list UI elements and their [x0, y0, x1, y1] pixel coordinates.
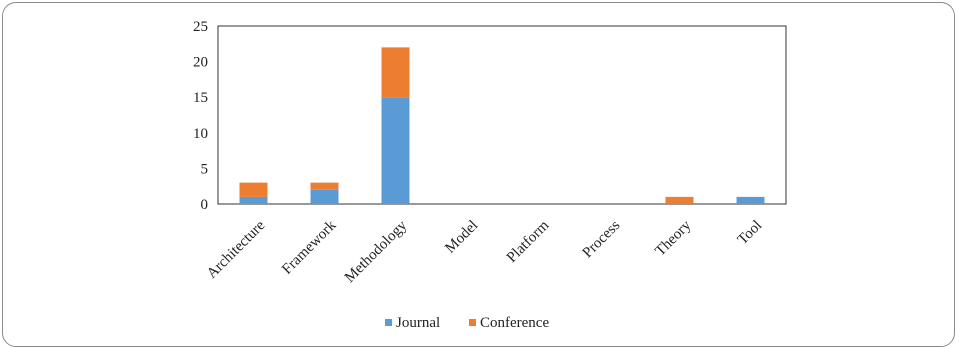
y-tick-label: 25 — [193, 19, 208, 35]
stacked-bar-chart: 0 5 10 15 20 25 Architecture Framework Methodol… — [193, 19, 787, 331]
x-tick-label: Model — [442, 218, 481, 257]
y-tick-label: 20 — [193, 55, 208, 71]
legend-swatch-journal — [385, 319, 392, 326]
bar-conference-methodology — [381, 47, 410, 98]
plot-area-border — [217, 25, 787, 205]
legend-swatch-conference — [469, 319, 476, 326]
legend-label-conference: Conference — [480, 315, 549, 331]
bar-journal-methodology — [381, 97, 410, 204]
x-axis-labels: Architecture Framework Methodology Model Pla… — [204, 217, 765, 286]
y-tick-label: 0 — [201, 197, 209, 213]
x-tick-label: Platform — [504, 217, 553, 266]
x-tick-label: Methodology — [342, 217, 411, 286]
x-tick-label: Framework — [279, 217, 340, 278]
y-axis-ticks: 0 5 10 15 20 25 — [193, 19, 208, 213]
bar-journal-tool — [736, 196, 765, 204]
bar-conference-theory — [665, 196, 694, 204]
bar-conference-architecture — [239, 182, 268, 197]
bar-conference-framework — [310, 182, 339, 190]
legend: Journal Conference — [385, 315, 549, 331]
bar-journal-architecture — [239, 196, 268, 204]
x-tick-label: Process — [580, 217, 624, 261]
x-tick-label: Architecture — [204, 217, 269, 282]
y-tick-label: 5 — [201, 161, 209, 177]
bars — [239, 47, 765, 204]
legend-label-journal: Journal — [396, 315, 440, 331]
y-tick-label: 10 — [193, 126, 208, 142]
y-tick-label: 15 — [193, 90, 208, 106]
x-tick-label: Theory — [652, 217, 694, 259]
bar-journal-framework — [310, 189, 339, 204]
x-tick-label: Tool — [735, 218, 766, 249]
